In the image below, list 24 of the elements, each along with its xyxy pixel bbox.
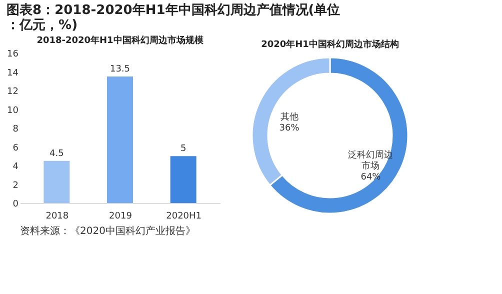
bar <box>170 156 196 203</box>
bar <box>107 76 133 203</box>
chart-subtitle: 2018-2020年H1中国科幻周边市场规模 <box>36 35 204 46</box>
data-label: 13.5 <box>110 64 130 74</box>
slice-label: 其他 <box>280 111 298 122</box>
chart-subtitle: 2020年H1中国科幻周边市场结构 <box>261 39 399 50</box>
x-tick-label: 2018 <box>46 212 69 222</box>
y-tick-label: 2 <box>12 180 18 191</box>
y-tick-label: 6 <box>12 143 19 154</box>
y-tick-label: 12 <box>7 87 18 97</box>
data-label: 36% <box>279 123 300 134</box>
y-tick-label: 10 <box>7 106 19 116</box>
data-label: 5 <box>180 144 186 154</box>
x-tick-label: 2020H1 <box>166 212 202 222</box>
y-tick-label: 0 <box>12 200 19 210</box>
y-tick-label: 16 <box>7 50 19 60</box>
bar <box>44 160 70 203</box>
text: 资料来源：《2020中国科幻产业报告》 <box>20 225 196 237</box>
y-tick-label: 4 <box>12 162 19 172</box>
y-tick-label: 8 <box>12 124 19 134</box>
x-tick-label: 2019 <box>109 212 132 222</box>
y-tick-label: 14 <box>7 68 19 78</box>
chart-title: 图表8：2018-2020年H1年中国科幻周边产值情况(单位：亿元，%) <box>6 2 340 33</box>
data-label: 4.5 <box>50 148 64 159</box>
